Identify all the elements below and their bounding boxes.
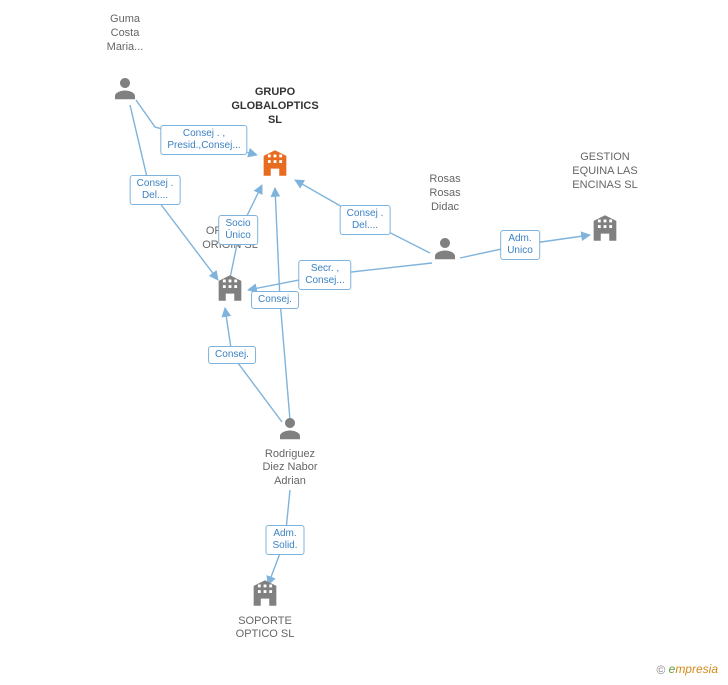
edge-label-rodr-soporte: Adm. Solid. xyxy=(265,525,304,555)
person-icon xyxy=(275,413,305,448)
edge-label-rodr-origin: Consej. xyxy=(208,346,256,364)
node-label: GRUPO GLOBALOPTICS SL xyxy=(231,86,318,127)
footer-attribution: © empresia xyxy=(656,662,718,677)
building-icon xyxy=(248,576,282,615)
person-icon xyxy=(430,233,460,268)
building-icon xyxy=(213,271,247,310)
edge-label-rosas-grupo: Consej . Del.... xyxy=(340,205,391,235)
company-node-soporte[interactable]: SOPORTE OPTICO SL xyxy=(236,576,295,643)
edge-rodr-origin xyxy=(225,308,282,422)
node-label: SOPORTE OPTICO SL xyxy=(236,615,295,643)
building-icon xyxy=(588,211,622,250)
node-label: GESTION EQUINA LAS ENCINAS SL xyxy=(572,151,637,192)
edge-label-rosas-gestion: Adm. Unico xyxy=(500,230,540,260)
node-label: Rosas Rosas Didac xyxy=(429,173,460,214)
edge-label-rosas-origin: Secr. , Consej... xyxy=(298,260,351,290)
node-label: Guma Costa Maria... xyxy=(107,13,144,54)
person-node-rodr[interactable]: Rodriguez Diez Nabor Adrian xyxy=(262,413,317,489)
copyright-symbol: © xyxy=(656,663,665,677)
person-icon xyxy=(110,73,140,108)
org-network-diagram: Guma Costa Maria... GRUPO GLOBALOPTICS SL… xyxy=(0,0,728,685)
company-node-gestion[interactable]: GESTION EQUINA LAS ENCINAS SL xyxy=(572,151,637,249)
person-node-rosas[interactable]: Rosas Rosas Didac xyxy=(429,173,460,267)
node-label: Rodriguez Diez Nabor Adrian xyxy=(262,448,317,489)
edge-label-rodr-grupo: Consej. xyxy=(251,291,299,309)
edge-label-origin-grupo: Socio Único xyxy=(218,215,258,245)
person-node-guma[interactable]: Guma Costa Maria... xyxy=(107,13,144,107)
edge-label-guma-origin: Consej . Del.... xyxy=(130,175,181,205)
edge-label-guma-grupo: Consej . , Presid.,Consej... xyxy=(160,125,247,155)
building-icon xyxy=(258,146,292,185)
brand-name: empresia xyxy=(669,662,718,676)
